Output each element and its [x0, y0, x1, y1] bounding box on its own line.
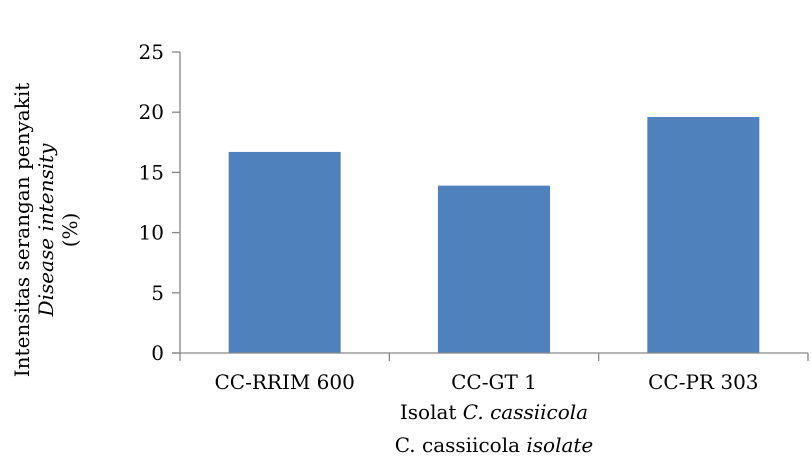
y-ticks-group: 0 5 10 15 20 25 — [139, 40, 180, 365]
x-axis-title-line-1: Isolat C. cassiicola — [400, 400, 588, 424]
y-axis-title: Intensitas serangan penyakit Disease int… — [10, 83, 82, 378]
y-tick-label: 0 — [151, 341, 164, 365]
y-tick-label: 25 — [139, 40, 164, 64]
x-axis-title-line-2-prefix: C. cassiicola — [395, 433, 527, 457]
y-axis-title-line-1: Intensitas serangan penyakit — [10, 83, 34, 378]
y-tick-label: 15 — [139, 160, 164, 184]
y-axis-title-line-3: (%) — [58, 213, 82, 248]
x-tick-label: CC-RRIM 600 — [214, 370, 354, 394]
y-tick-label: 20 — [139, 100, 164, 124]
y-axis-title-line-2: Disease intensity — [34, 143, 58, 318]
y-tick-label: 5 — [151, 281, 164, 305]
x-axis-title-line-1-italic: C. cassiicola — [463, 400, 588, 424]
x-axis-title-line-2-italic: isolate — [526, 433, 593, 457]
x-axis-title-line-1-prefix: Isolat — [400, 400, 463, 424]
y-tick-label: 10 — [139, 221, 164, 245]
bar-cc-pr-303 — [647, 117, 760, 354]
x-tick-label: CC-PR 303 — [648, 370, 758, 394]
bars-group — [228, 117, 760, 354]
x-tick-label: CC-GT 1 — [451, 370, 537, 394]
bar-cc-rrim-600 — [228, 151, 341, 353]
x-ticks-group: CC-RRIM 600 CC-GT 1 CC-PR 303 — [179, 353, 809, 394]
bar-cc-gt-1 — [438, 185, 550, 353]
plot-area: 0 5 10 15 20 25 CC-RRIM 600 CC-GT 1 CC-PR 303 — [139, 40, 809, 394]
x-axis-title-line-2: C. cassiicola isolate — [395, 433, 594, 457]
